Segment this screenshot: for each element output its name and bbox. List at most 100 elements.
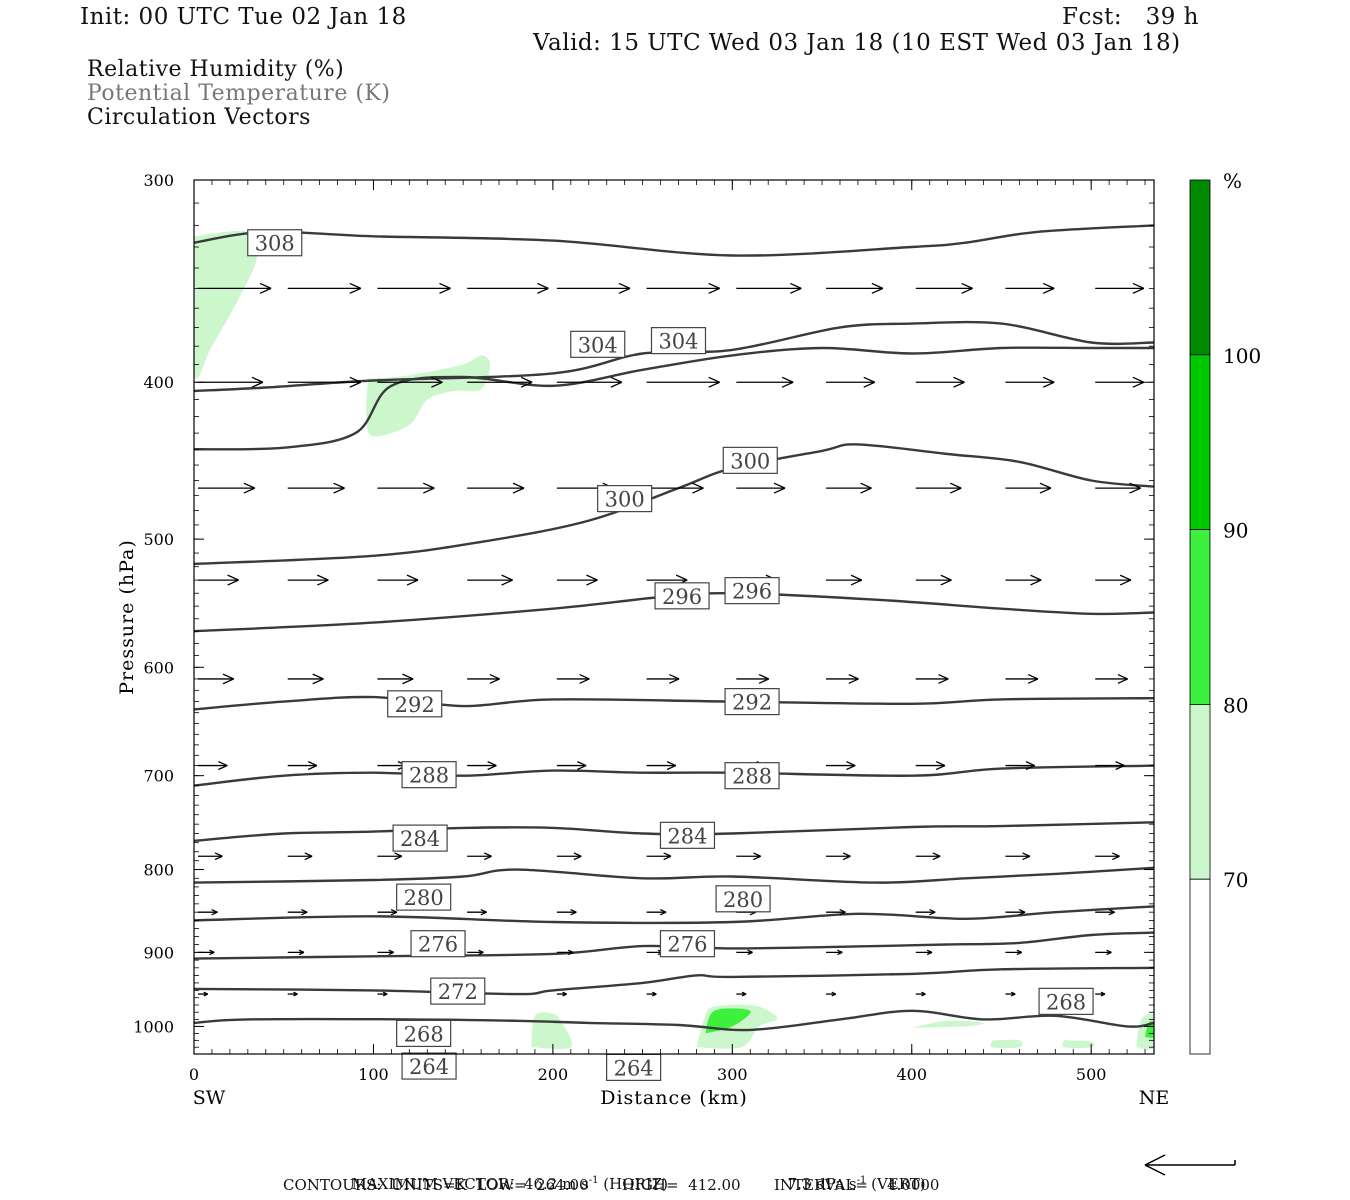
circulation-vector bbox=[198, 482, 256, 494]
circulation-vector bbox=[467, 673, 500, 684]
y-tick-label: 300 bbox=[143, 171, 174, 190]
circulation-vector bbox=[556, 991, 567, 997]
x-tick-label: 500 bbox=[1076, 1065, 1107, 1084]
circulation-vector bbox=[915, 482, 962, 494]
theta-contour-300 bbox=[194, 346, 1154, 451]
circulation-vector bbox=[377, 991, 388, 997]
circulation-vector bbox=[1005, 949, 1022, 956]
circulation-vector bbox=[198, 574, 239, 586]
x-axis-label: Distance (km) bbox=[600, 1087, 748, 1109]
reference-vector-arrow bbox=[1144, 1154, 1236, 1176]
field-rh: Relative Humidity (%) bbox=[87, 57, 345, 82]
x-start-label: SW bbox=[193, 1087, 226, 1109]
theta-label: 268 bbox=[396, 1019, 452, 1048]
circulation-vector bbox=[646, 991, 657, 997]
circulation-vector bbox=[915, 574, 952, 586]
theta-contour-276 bbox=[194, 866, 1154, 884]
circulation-vector bbox=[1095, 376, 1145, 388]
colorbar-level-label: 70 bbox=[1223, 868, 1248, 892]
svg-text:276: 276 bbox=[667, 933, 707, 957]
circulation-vector bbox=[826, 673, 859, 684]
circulation-vector bbox=[467, 761, 497, 771]
circulation-vector bbox=[377, 852, 403, 861]
theta-label: 284 bbox=[392, 824, 448, 852]
circulation-vector bbox=[826, 852, 851, 861]
theta-label: 288 bbox=[401, 761, 457, 789]
theta-label: 292 bbox=[724, 688, 780, 716]
circulation-vector bbox=[287, 991, 298, 997]
circulation-vector bbox=[646, 282, 720, 294]
theta-contour-260 bbox=[194, 1009, 1154, 1032]
svg-text:300: 300 bbox=[605, 488, 645, 512]
circulation-vector bbox=[1095, 574, 1132, 586]
circulation-vector bbox=[1095, 482, 1141, 494]
circulation-vector bbox=[287, 852, 313, 861]
svg-text:296: 296 bbox=[732, 580, 772, 604]
colorbar-segment bbox=[1189, 179, 1211, 356]
circulation-vector bbox=[646, 376, 720, 388]
footer-contours: CONTOURS: UNITS=K LOW= 264.00 HIGH= 412.… bbox=[283, 1176, 940, 1194]
y-tick-label: 800 bbox=[143, 861, 174, 880]
theta-label: 264 bbox=[606, 1053, 662, 1081]
circulation-vector bbox=[198, 908, 218, 916]
circulation-vector bbox=[287, 949, 305, 956]
x-tick-label: 100 bbox=[358, 1065, 389, 1084]
circulation-vector bbox=[1095, 908, 1115, 916]
circulation-vector bbox=[915, 949, 933, 956]
circulation-vector bbox=[287, 482, 345, 494]
svg-text:288: 288 bbox=[409, 764, 449, 788]
circulation-vector bbox=[556, 282, 631, 294]
circulation-vector bbox=[826, 574, 863, 586]
circulation-vector bbox=[1095, 991, 1106, 997]
circulation-vector bbox=[377, 908, 398, 916]
circulation-vector bbox=[736, 673, 770, 684]
svg-text:272: 272 bbox=[438, 980, 478, 1004]
circulation-vector bbox=[1005, 761, 1035, 771]
circulation-vector bbox=[915, 991, 926, 997]
theta-contour-308 bbox=[194, 224, 1154, 257]
circulation-vector bbox=[826, 282, 884, 294]
colorbar-level-label: 100 bbox=[1223, 344, 1261, 368]
rh-region-80-4 bbox=[705, 1008, 751, 1034]
circulation-vector bbox=[736, 852, 761, 861]
y-tick-label: 500 bbox=[143, 530, 174, 549]
theta-label: 284 bbox=[659, 821, 716, 849]
circulation-vector bbox=[556, 908, 577, 916]
theta-contour-272 bbox=[194, 905, 1154, 925]
theta-label: 268 bbox=[1038, 987, 1094, 1015]
svg-text:284: 284 bbox=[667, 824, 707, 848]
svg-text:288: 288 bbox=[732, 765, 772, 789]
theta-contour-296 bbox=[194, 443, 1154, 566]
circulation-vector bbox=[1005, 376, 1055, 388]
circulation-vector bbox=[377, 482, 435, 494]
theta-label: 304 bbox=[570, 330, 626, 358]
circulation-vector bbox=[915, 282, 973, 294]
circulation-vector bbox=[915, 852, 941, 861]
circulation-vector bbox=[467, 852, 492, 861]
svg-text:264: 264 bbox=[409, 1055, 449, 1079]
circulation-vector bbox=[198, 376, 264, 388]
svg-text:268: 268 bbox=[404, 1022, 444, 1046]
svg-text:292: 292 bbox=[732, 691, 772, 715]
theta-label: 296 bbox=[654, 582, 710, 610]
y-tick-label: 400 bbox=[143, 373, 174, 392]
circulation-vector bbox=[467, 282, 549, 294]
rh-region-70-7 bbox=[1062, 1040, 1095, 1048]
theta-label: 308 bbox=[247, 229, 303, 257]
colorbar-level-label: 90 bbox=[1223, 519, 1248, 543]
field-vectors: Circulation Vectors bbox=[87, 105, 311, 130]
y-tick-label: 900 bbox=[143, 943, 174, 962]
circulation-vector bbox=[377, 949, 394, 956]
theta-label: 280 bbox=[396, 883, 452, 911]
circulation-vector bbox=[556, 761, 587, 771]
circulation-vector bbox=[287, 761, 318, 771]
x-tick-label: 0 bbox=[189, 1065, 199, 1084]
circulation-vector bbox=[198, 991, 209, 997]
svg-text:304: 304 bbox=[578, 333, 618, 357]
circulation-vector bbox=[1005, 991, 1016, 997]
theta-contour-292 bbox=[194, 591, 1154, 633]
circulation-vector bbox=[467, 908, 487, 916]
circulation-vector bbox=[556, 574, 598, 586]
circulation-vector bbox=[1095, 673, 1128, 684]
circulation-vector bbox=[556, 673, 590, 684]
